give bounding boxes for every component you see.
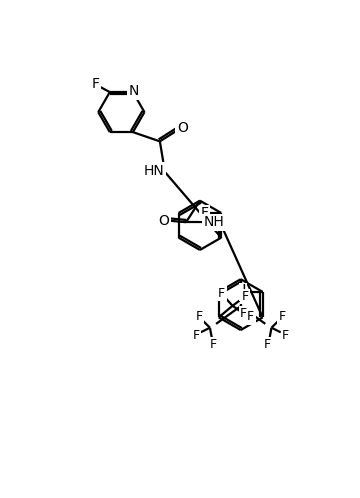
Text: F: F xyxy=(195,310,203,323)
Text: F: F xyxy=(218,287,225,300)
Text: F: F xyxy=(241,290,248,303)
Text: F: F xyxy=(210,338,217,351)
Text: F: F xyxy=(282,329,289,342)
Text: F: F xyxy=(264,338,271,351)
Text: F: F xyxy=(240,307,247,320)
Text: N: N xyxy=(129,84,139,98)
Text: O: O xyxy=(177,121,188,134)
Text: O: O xyxy=(158,214,169,228)
Text: F: F xyxy=(92,77,100,92)
Text: I: I xyxy=(241,284,246,299)
Text: HN: HN xyxy=(144,164,165,178)
Text: F: F xyxy=(247,310,254,323)
Text: F: F xyxy=(279,310,286,323)
Text: NH: NH xyxy=(203,215,224,229)
Text: F: F xyxy=(193,329,199,342)
Text: F: F xyxy=(200,206,208,220)
